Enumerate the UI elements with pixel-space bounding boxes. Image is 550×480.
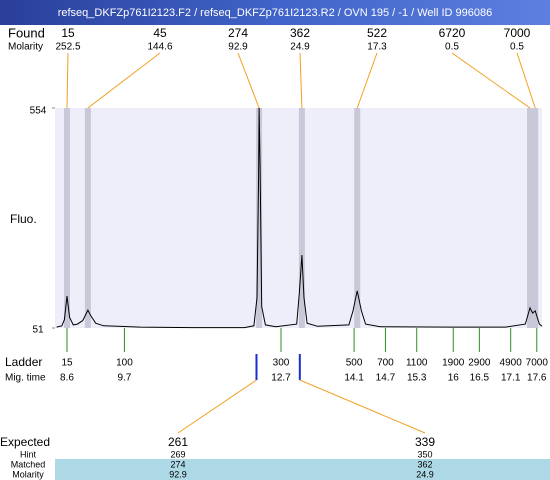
found-molarity: 17.3 <box>367 42 387 53</box>
ladder-size: 4900 <box>500 358 523 369</box>
title: refseq_DKFZp761I2123.F2 / refseq_DKFZp76… <box>58 7 493 19</box>
ladder-label: Ladder <box>5 355 42 369</box>
expected-label: Expected <box>0 435 50 449</box>
peak-connector <box>451 52 531 109</box>
ladder-size: 1100 <box>406 358 428 369</box>
expected-hint: 269 <box>170 449 185 459</box>
ladder-size: 300 <box>273 358 290 369</box>
peak-connector <box>66 52 69 109</box>
peak-band <box>354 108 361 328</box>
fluo-label: Fluo. <box>10 212 37 226</box>
ladder-time: 16.5 <box>470 373 490 384</box>
expected-matched: 362 <box>417 459 432 469</box>
found-size: 6720 <box>439 26 466 40</box>
peak-connector <box>516 52 536 109</box>
found-size: 522 <box>367 26 387 40</box>
plot-area <box>55 108 542 328</box>
ladder-time: 15.3 <box>407 373 427 384</box>
expected-connector <box>177 379 257 434</box>
ladder-size: 700 <box>377 358 394 369</box>
peak-connector <box>237 52 260 109</box>
y-tick-label: 51 <box>32 325 44 336</box>
found-molarity: 24.9 <box>290 42 310 53</box>
found-size: 362 <box>290 26 310 40</box>
expected-hint: 350 <box>417 449 432 459</box>
peak-connector <box>356 52 378 109</box>
expected-matched: 274 <box>170 459 185 469</box>
expected-molarity: 92.9 <box>169 469 187 479</box>
ladder-time: 17.1 <box>501 373 521 384</box>
peak-band <box>84 108 91 328</box>
ladder-time: 14.7 <box>376 373 396 384</box>
ladder-time: 9.7 <box>117 373 131 384</box>
expected-connector <box>299 379 426 434</box>
found-label: Found <box>8 25 45 40</box>
found-size: 274 <box>228 26 248 40</box>
ladder-size: 500 <box>346 358 363 369</box>
ladder-time: 16 <box>448 373 460 384</box>
molarity-row-bg <box>55 470 550 480</box>
trace <box>56 107 543 329</box>
peak-connector <box>87 52 161 109</box>
peak-connector <box>299 52 303 109</box>
found-molarity: 144.6 <box>147 42 172 53</box>
ladder-time: 12.7 <box>271 373 291 384</box>
ladder-time: 14.1 <box>344 373 364 384</box>
expected-molarity-label: Molarity <box>12 469 44 479</box>
expected-size: 339 <box>415 435 435 449</box>
expected-size: 261 <box>168 435 188 449</box>
peak-band <box>298 108 305 328</box>
found-molarity: 252.5 <box>55 42 80 53</box>
peak-band <box>532 108 539 328</box>
matched-row-bg <box>55 459 550 470</box>
found-molarity: 0.5 <box>510 42 524 53</box>
peak-band <box>64 108 71 328</box>
found-size: 45 <box>153 26 167 40</box>
y-tick-label: 554 <box>30 106 47 117</box>
ladder-size: 7000 <box>526 358 549 369</box>
found-size: 15 <box>61 26 75 40</box>
ladder-size: 15 <box>61 358 73 369</box>
title-bar <box>0 0 550 25</box>
ladder-size: 2900 <box>468 358 491 369</box>
found-molarity: 92.9 <box>228 42 248 53</box>
ladder-size: 100 <box>116 358 133 369</box>
molarity-label: Molarity <box>8 42 43 53</box>
hint-label: Hint <box>20 449 37 459</box>
peak-band <box>256 108 263 328</box>
ladder-time: 8.6 <box>60 373 74 384</box>
ladder-time: 17.6 <box>527 373 547 384</box>
matched-label: Matched <box>11 459 46 469</box>
ladder-size: 1900 <box>442 358 465 369</box>
found-size: 7000 <box>504 26 531 40</box>
expected-molarity: 24.9 <box>416 469 434 479</box>
mig-time-label: Mig. time <box>5 373 46 384</box>
found-molarity: 0.5 <box>445 42 459 53</box>
peak-band <box>526 108 533 328</box>
